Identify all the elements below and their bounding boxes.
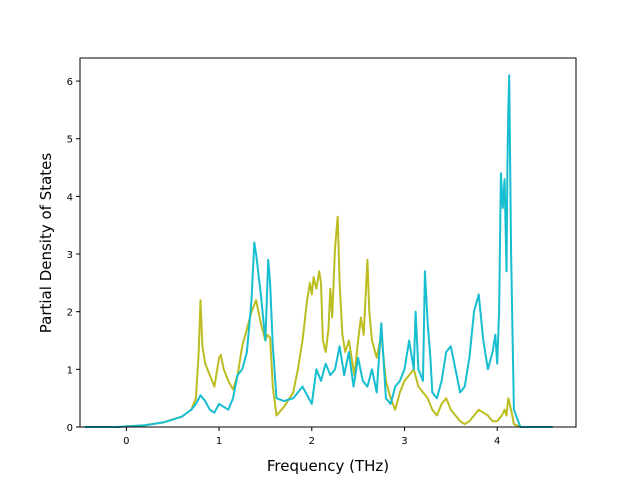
series-layer bbox=[84, 74, 553, 428]
y-tick-label: 0 bbox=[67, 423, 73, 434]
x-tick-label: 3 bbox=[401, 436, 407, 447]
x-tick-label: 4 bbox=[494, 436, 500, 447]
y-tick-label: 1 bbox=[67, 365, 73, 376]
x-axis-label: Frequency (THz) bbox=[267, 457, 389, 475]
x-axis-ticks: 0 1 2 3 4 bbox=[123, 427, 500, 447]
x-tick-label: 2 bbox=[309, 436, 315, 447]
y-axis-ticks: 0 1 2 3 4 5 6 bbox=[67, 77, 80, 434]
y-tick-label: 3 bbox=[67, 250, 73, 261]
x-tick-label: 1 bbox=[216, 436, 222, 447]
plot-frame bbox=[79, 57, 577, 428]
x-tick-label: 0 bbox=[123, 436, 129, 447]
y-axis-label: Partial Density of States bbox=[37, 153, 55, 334]
y-tick-label: 4 bbox=[67, 192, 73, 203]
series-line-2 bbox=[84, 74, 553, 428]
y-tick-label: 5 bbox=[67, 135, 73, 146]
y-tick-label: 6 bbox=[67, 77, 73, 88]
series-line-1 bbox=[84, 215, 553, 428]
y-tick-label: 2 bbox=[67, 308, 73, 319]
